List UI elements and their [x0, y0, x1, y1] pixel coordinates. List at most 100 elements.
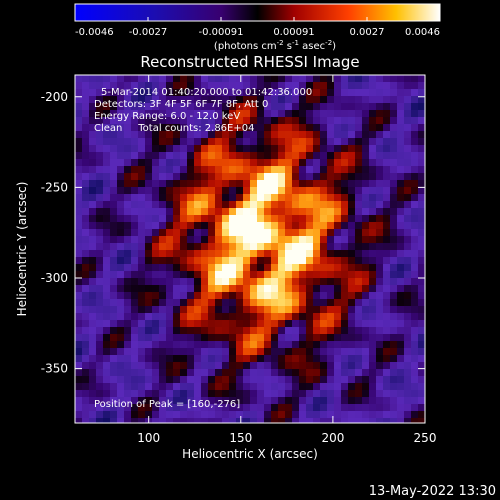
heatmap-cell: [201, 271, 209, 279]
heatmap-cell: [285, 327, 293, 335]
heatmap-cell: [208, 145, 216, 153]
heatmap-cell: [341, 117, 349, 125]
heatmap-cell: [257, 292, 265, 300]
heatmap-cell: [229, 208, 237, 216]
heatmap-cell: [383, 82, 391, 90]
heatmap-cell: [215, 159, 223, 167]
heatmap-cell: [75, 362, 83, 370]
heatmap-cell: [404, 152, 412, 160]
heatmap-cell: [110, 341, 118, 349]
annotation-detectors: Detectors: 3F 4F 5F 6F 7F 8F, Att 0: [94, 99, 268, 110]
heatmap-cell: [313, 264, 321, 272]
heatmap-cell: [145, 243, 153, 251]
heatmap-cell: [257, 229, 265, 237]
heatmap-cell: [285, 383, 293, 391]
heatmap-cell: [138, 264, 146, 272]
heatmap-cell: [306, 222, 314, 230]
heatmap-cell: [159, 271, 167, 279]
heatmap-cell: [278, 173, 286, 181]
heatmap-cell: [390, 362, 398, 370]
heatmap-cell: [131, 229, 139, 237]
heatmap-cell: [397, 89, 405, 97]
heatmap-cell: [334, 327, 342, 335]
heatmap-cell: [313, 152, 321, 160]
heatmap-cell: [173, 194, 181, 202]
heatmap-cell: [278, 369, 286, 377]
heatmap-cell: [82, 285, 90, 293]
heatmap-cell: [222, 257, 230, 265]
heatmap-cell: [341, 334, 349, 342]
heatmap-cell: [348, 89, 356, 97]
heatmap-cell: [166, 397, 174, 405]
heatmap-cell: [194, 390, 202, 398]
heatmap-cell: [383, 117, 391, 125]
heatmap-cell: [376, 278, 384, 286]
heatmap-cell: [348, 362, 356, 370]
heatmap-cell: [229, 166, 237, 174]
heatmap-cell: [390, 166, 398, 174]
heatmap-cell: [138, 278, 146, 286]
heatmap-cell: [376, 257, 384, 265]
heatmap-cell: [271, 75, 279, 83]
heatmap-cell: [145, 271, 153, 279]
heatmap-cell: [362, 187, 370, 195]
heatmap-cell: [397, 82, 405, 90]
heatmap-cell: [299, 257, 307, 265]
heatmap-cell: [292, 292, 300, 300]
heatmap-cell: [271, 82, 279, 90]
heatmap-cell: [397, 145, 405, 153]
heatmap-cell: [320, 341, 328, 349]
heatmap-cell: [194, 292, 202, 300]
heatmap-cell: [285, 173, 293, 181]
heatmap-cell: [236, 222, 244, 230]
heatmap-cell: [320, 390, 328, 398]
heatmap-cell: [383, 418, 391, 423]
heatmap-cell: [124, 404, 132, 412]
heatmap-cell: [159, 285, 167, 293]
heatmap-cell: [110, 152, 118, 160]
heatmap-cell: [348, 278, 356, 286]
heatmap-cell: [96, 222, 104, 230]
heatmap-cell: [131, 285, 139, 293]
heatmap-cell: [201, 404, 209, 412]
heatmap-cell: [355, 124, 363, 132]
heatmap-cell: [341, 271, 349, 279]
heatmap-cell: [404, 89, 412, 97]
heatmap-cell: [166, 243, 174, 251]
heatmap-cell: [96, 306, 104, 314]
heatmap-cell: [418, 103, 425, 111]
heatmap-cell: [131, 390, 139, 398]
heatmap-cell: [180, 201, 188, 209]
heatmap-cell: [250, 320, 258, 328]
colorbar-tick-label: -0.00091: [199, 27, 244, 38]
heatmap-cell: [327, 264, 335, 272]
heatmap-cell: [159, 215, 167, 223]
heatmap-cell: [390, 187, 398, 195]
heatmap-cell: [89, 418, 97, 423]
heatmap-cell: [145, 201, 153, 209]
heatmap-cell: [271, 152, 279, 160]
heatmap-cell: [376, 355, 384, 363]
heatmap-cell: [145, 320, 153, 328]
heatmap-cell: [355, 131, 363, 139]
heatmap-cell: [145, 292, 153, 300]
heatmap-cell: [271, 103, 279, 111]
heatmap-cell: [271, 348, 279, 356]
heatmap-cell: [82, 229, 90, 237]
heatmap-cell: [271, 110, 279, 118]
heatmap-cell: [348, 376, 356, 384]
heatmap-cell: [138, 75, 146, 83]
heatmap-cell: [306, 131, 314, 139]
heatmap-cell: [103, 264, 111, 272]
heatmap-cell: [390, 355, 398, 363]
heatmap-cell: [397, 236, 405, 244]
heatmap-cell: [103, 145, 111, 153]
heatmap-cell: [292, 131, 300, 139]
heatmap-cell: [418, 187, 425, 195]
heatmap-cell: [348, 201, 356, 209]
heatmap-cell: [229, 390, 237, 398]
heatmap-cell: [194, 278, 202, 286]
heatmap-cell: [96, 229, 104, 237]
heatmap-cell: [187, 194, 195, 202]
heatmap-cell: [292, 264, 300, 272]
